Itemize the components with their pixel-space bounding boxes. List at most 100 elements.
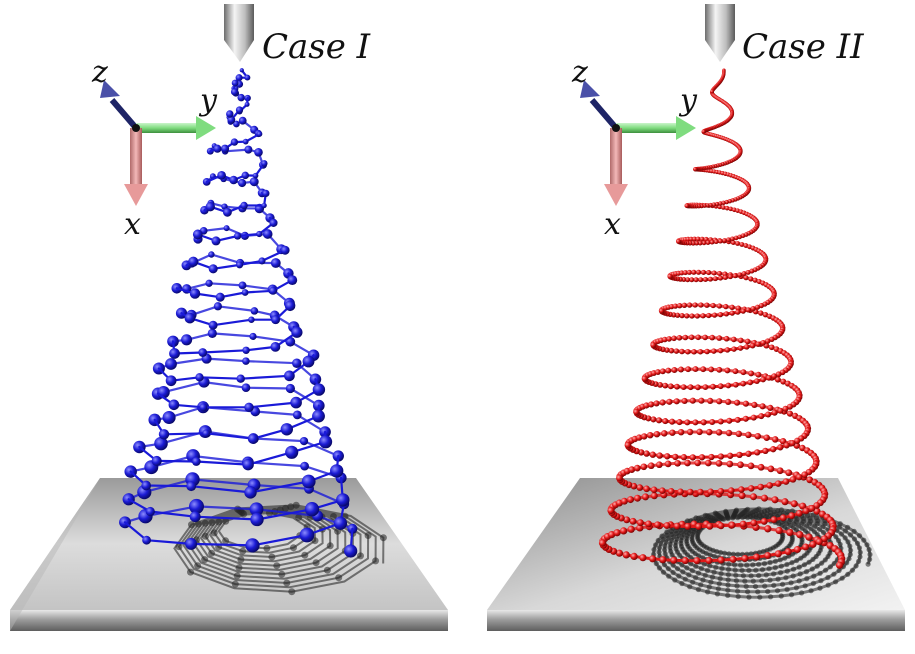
bead <box>244 74 251 81</box>
bead <box>701 129 706 134</box>
bead <box>775 526 783 535</box>
bead <box>199 403 208 412</box>
bead <box>697 240 703 246</box>
bead <box>707 488 714 496</box>
bead <box>220 144 230 153</box>
bead <box>726 460 734 468</box>
bead <box>284 370 295 382</box>
bead <box>242 138 249 145</box>
bead <box>737 345 744 351</box>
bead <box>771 436 779 443</box>
bead <box>808 504 816 512</box>
bead <box>208 251 215 258</box>
bead <box>681 557 689 565</box>
bead <box>662 336 668 343</box>
bead <box>165 375 177 387</box>
bead <box>252 172 259 179</box>
x-arrow <box>610 128 622 186</box>
panel-title: Case I <box>262 27 371 67</box>
bead <box>771 409 778 416</box>
bead <box>745 307 751 313</box>
bead <box>706 428 713 436</box>
bead <box>694 459 702 467</box>
bead <box>667 273 673 279</box>
bead <box>736 451 743 459</box>
bead <box>751 401 758 408</box>
bead <box>725 398 732 405</box>
bead <box>708 366 715 373</box>
bead <box>680 384 687 390</box>
bead <box>740 369 747 376</box>
bead <box>650 486 658 494</box>
bead <box>802 507 810 515</box>
bead <box>330 464 344 478</box>
bead <box>727 274 733 280</box>
bead <box>684 203 690 208</box>
bead <box>711 348 717 354</box>
bead <box>650 342 656 348</box>
bead <box>704 459 712 467</box>
bead <box>154 436 168 451</box>
bead <box>261 160 268 167</box>
bead <box>292 410 302 420</box>
bead <box>242 357 250 365</box>
bead <box>743 344 750 350</box>
bead <box>744 338 751 345</box>
panel-title: Case II <box>742 27 864 67</box>
bead <box>301 474 316 489</box>
coordinate-axes: z y x <box>91 55 218 242</box>
bead <box>731 346 737 352</box>
bead <box>165 358 177 370</box>
bead <box>664 453 671 460</box>
bead <box>655 461 663 469</box>
bead <box>241 171 250 180</box>
bead <box>740 308 746 314</box>
bead <box>750 519 758 527</box>
bead <box>725 382 732 389</box>
bead <box>244 101 250 107</box>
bead <box>292 358 302 368</box>
bead <box>786 410 794 417</box>
y-axis-label: y <box>198 83 218 118</box>
bead <box>723 335 730 342</box>
bead <box>769 336 775 343</box>
bead <box>677 488 684 496</box>
bead <box>768 344 775 351</box>
z-axis-label: z <box>91 55 108 90</box>
bead <box>735 430 743 438</box>
bead <box>727 487 735 494</box>
bead <box>291 326 303 338</box>
bead <box>717 488 725 495</box>
bead <box>240 201 248 210</box>
bead <box>737 337 744 344</box>
bead <box>664 460 672 468</box>
bead <box>659 368 666 375</box>
bead <box>189 498 204 514</box>
bead <box>742 400 750 407</box>
bead <box>745 450 752 457</box>
bead <box>666 336 672 342</box>
helix <box>119 68 358 558</box>
bead <box>770 446 777 453</box>
z-arrow <box>580 80 600 98</box>
bead <box>692 302 698 308</box>
bead <box>713 239 719 245</box>
bead <box>256 230 263 238</box>
bead <box>676 239 681 244</box>
bead <box>711 270 717 276</box>
bead <box>766 482 773 489</box>
bead <box>672 303 679 309</box>
bead <box>639 554 647 562</box>
bead <box>244 486 257 499</box>
bead <box>706 270 712 276</box>
bead <box>813 507 821 515</box>
bead <box>815 538 823 546</box>
bead <box>705 240 711 245</box>
bead <box>734 416 741 423</box>
bead <box>726 237 731 243</box>
bead <box>702 384 709 390</box>
bead <box>659 399 666 406</box>
bead <box>805 533 813 541</box>
bead <box>764 338 771 344</box>
